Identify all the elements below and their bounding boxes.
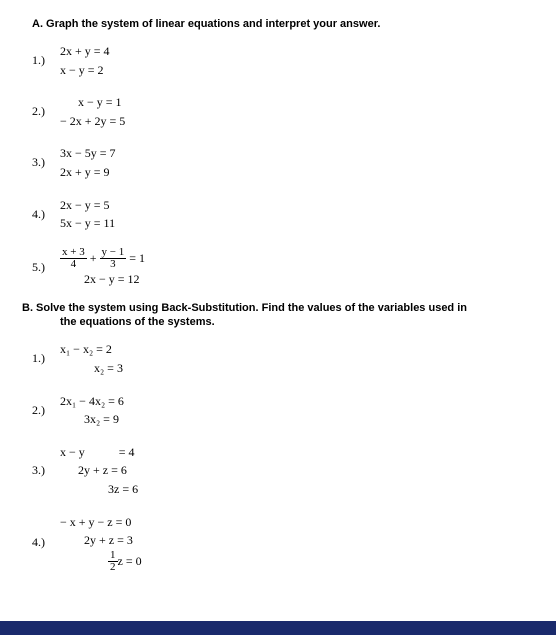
fraction: 1 2 [108,550,118,573]
footer-bar [0,621,556,635]
problem-number: 4.) [32,535,60,550]
numerator: x + 3 [60,247,87,259]
equation-system: x + 3 4 + y − 1 3 = 1 2x − y = 12 [60,247,145,289]
problem-b3: 3.) x − y = 4 2y + z = 6 3z = 6 [32,443,524,499]
equation: 2x + y = 4 [60,42,110,61]
problem-number: 5.) [32,260,60,275]
problem-number: 2.) [32,104,60,119]
numerator: 1 [108,550,118,562]
denominator: 3 [100,259,127,270]
equation-system: 3x − 5y = 7 2x + y = 9 [60,144,116,181]
equals: = 1 [126,251,145,265]
eq-rhs: = 4 [119,445,135,459]
problem-number: 3.) [32,463,60,478]
problem-number: 1.) [32,351,60,366]
section-b-title-cont: the equations of the systems. [60,316,524,328]
equation: x + 3 4 + y − 1 3 = 1 [60,247,145,270]
problem-b1: 1.) x₁ − x₂ = 2 x₂ = 3 [32,340,524,377]
equation-system: 2x − y = 5 5x − y = 11 [60,196,115,233]
problem-a4: 4.) 2x − y = 5 5x − y = 11 [32,196,524,233]
problem-a1: 1.) 2x + y = 4 x − y = 2 [32,42,524,79]
equation: x − y = 2 [60,61,110,80]
eq-tail: z = 0 [118,554,142,568]
equation-system: − x + y − z = 0 2y + z = 3 1 2 z = 0 [60,513,142,573]
equation: − 2x + 2y = 5 [60,112,125,131]
equation: 2x − y = 12 [60,270,145,289]
problem-b4: 4.) − x + y − z = 0 2y + z = 3 1 2 z = 0 [32,513,524,573]
problem-a3: 3.) 3x − 5y = 7 2x + y = 9 [32,144,524,181]
equation: 2x − y = 5 [60,196,115,215]
denominator: 4 [60,259,87,270]
equation: 2x + y = 9 [60,163,116,182]
equation: x − y = 4 [60,443,138,462]
problem-number: 2.) [32,403,60,418]
fraction: x + 3 4 [60,247,87,270]
operator: + [87,251,100,265]
equation: 5x − y = 11 [60,214,115,233]
equation: x₂ = 3 [60,359,123,378]
equation-system: x − y = 4 2y + z = 6 3z = 6 [60,443,138,499]
problem-a5: 5.) x + 3 4 + y − 1 3 = 1 2x − y = 12 [32,247,524,289]
eq-lhs: x − y [60,445,85,459]
equation: 2y + z = 6 [60,461,138,480]
equation: 3x₂ = 9 [60,410,124,429]
equation: 3x − 5y = 7 [60,144,116,163]
equation: 3z = 6 [60,480,138,499]
problem-b2: 2.) 2x₁ − 4x₂ = 6 3x₂ = 9 [32,392,524,429]
equation: x − y = 1 [60,93,125,112]
section-a-title: A. Graph the system of linear equations … [32,18,524,30]
denominator: 2 [108,562,118,573]
equation: x₁ − x₂ = 2 [60,340,123,359]
worksheet-page: A. Graph the system of linear equations … [0,0,556,573]
fraction: y − 1 3 [100,247,127,270]
equation: 1 2 z = 0 [60,550,142,573]
equation: − x + y − z = 0 [60,513,142,532]
equation: 2x₁ − 4x₂ = 6 [60,392,124,411]
equation-system: 2x₁ − 4x₂ = 6 3x₂ = 9 [60,392,124,429]
problem-number: 4.) [32,207,60,222]
equation-system: x − y = 1 − 2x + 2y = 5 [60,93,125,130]
problem-a2: 2.) x − y = 1 − 2x + 2y = 5 [32,93,524,130]
section-b-title: B. Solve the system using Back-Substitut… [22,302,524,314]
equation: 2y + z = 3 [60,531,142,550]
problem-number: 3.) [32,155,60,170]
numerator: y − 1 [100,247,127,259]
equation-system: x₁ − x₂ = 2 x₂ = 3 [60,340,123,377]
problem-number: 1.) [32,53,60,68]
equation-system: 2x + y = 4 x − y = 2 [60,42,110,79]
